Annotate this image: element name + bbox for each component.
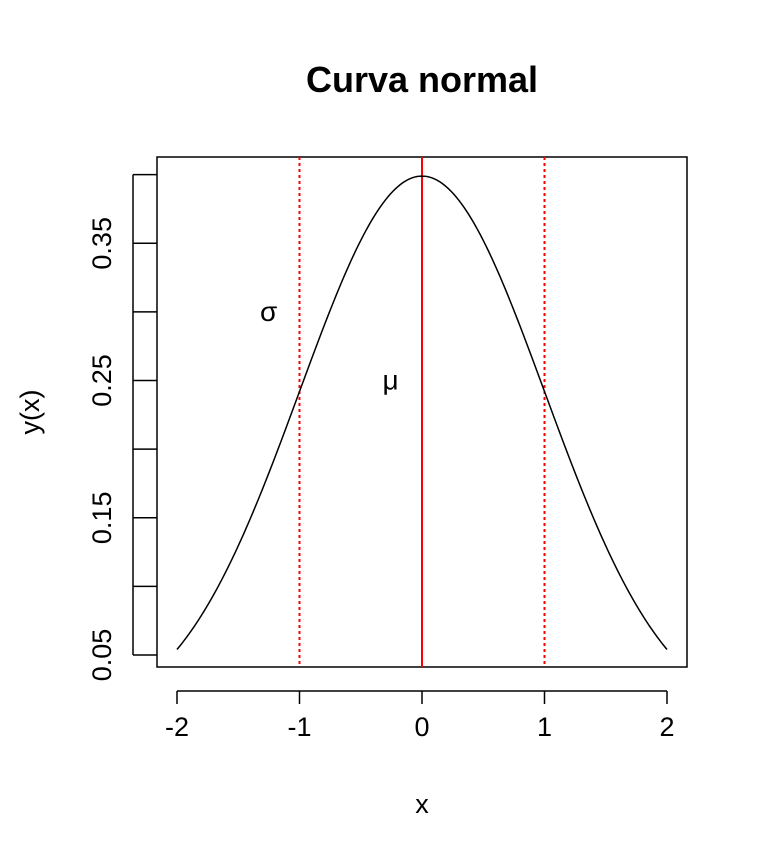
series-line-normal-curve <box>176 175 668 650</box>
y-tick-label: 0.15 <box>87 492 117 545</box>
x-axis: -2 -1 0 1 2 <box>165 690 675 742</box>
mu-annotation: μ <box>383 365 399 396</box>
reference-lines <box>298 157 546 667</box>
y-tick-label: 0.35 <box>87 217 117 270</box>
x-tick-label: 1 <box>537 712 552 742</box>
x-tick-label: -1 <box>287 712 311 742</box>
y-axis-label: y(x) <box>15 390 45 435</box>
y-axis: 0.05 0.15 0.25 0.35 <box>87 173 157 682</box>
x-axis-label: x <box>415 789 429 819</box>
x-tick-label: 2 <box>659 712 674 742</box>
y-tick-label: 0.25 <box>87 354 117 407</box>
annotations: σμ <box>260 296 399 396</box>
chart-title: Curva normal <box>306 59 538 100</box>
x-tick-label: 0 <box>414 712 429 742</box>
x-tick-label: -2 <box>165 712 189 742</box>
sigma-annotation: σ <box>260 296 277 327</box>
y-tick-label: 0.05 <box>87 629 117 682</box>
